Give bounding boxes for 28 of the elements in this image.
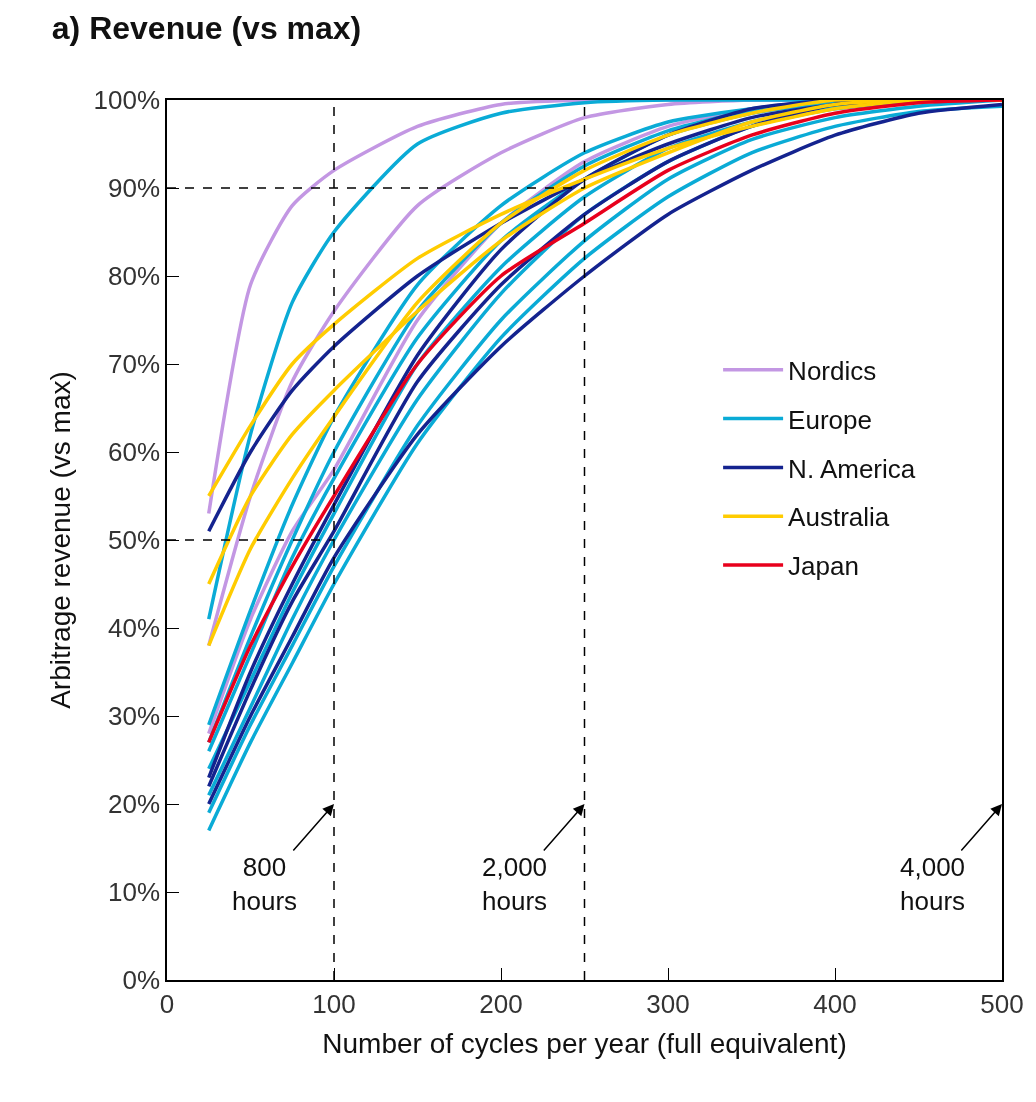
- y-tick-label: 80%: [108, 261, 161, 292]
- x-tick-label: 400: [813, 988, 857, 1019]
- legend-label: Australia: [788, 502, 890, 533]
- legend-label: N. America: [788, 453, 916, 484]
- y-tick-label: 100%: [93, 85, 161, 116]
- legend-label: Europe: [788, 404, 872, 435]
- y-tick-label: 30%: [108, 701, 161, 732]
- chart-title: a) Revenue (vs max): [51, 9, 362, 46]
- legend-label: Japan: [788, 551, 859, 582]
- y-tick-label: 70%: [108, 349, 161, 380]
- y-axis-title: Arbitrage revenue (vs max): [44, 371, 76, 709]
- y-tick-label: 40%: [108, 613, 161, 644]
- y-tick-label: 90%: [108, 173, 161, 204]
- x-tick-label: 100: [312, 988, 356, 1019]
- x-tick-label: 0: [159, 988, 175, 1019]
- annotation: 800 hours: [232, 852, 298, 916]
- y-tick-label: 0%: [122, 965, 161, 996]
- y-tick-label: 50%: [108, 525, 161, 556]
- x-tick-label: 200: [479, 988, 523, 1019]
- annotation: 2,000 hours: [482, 852, 548, 916]
- y-tick-label: 60%: [108, 437, 161, 468]
- x-axis-title: Number of cycles per year (full equivalent): [322, 1027, 847, 1059]
- annotation: 4,000 hours: [900, 852, 966, 916]
- y-tick-label: 20%: [108, 789, 161, 820]
- x-tick-label: 300: [646, 988, 690, 1019]
- legend-label: Nordics: [788, 355, 877, 386]
- x-tick-label: 500: [980, 988, 1024, 1019]
- y-tick-label: 10%: [108, 877, 161, 908]
